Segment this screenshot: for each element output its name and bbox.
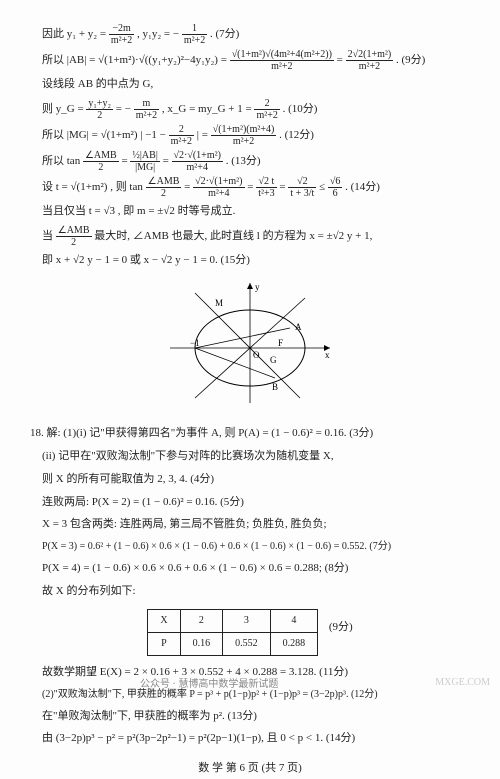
svg-text:F: F: [278, 338, 283, 348]
watermark: MXGE.COM: [435, 674, 490, 692]
svg-text:B: B: [272, 382, 278, 392]
q18-8: 故 X 的分布列如下:: [30, 582, 470, 602]
prob-table: X234 P0.160.5520.288: [147, 609, 318, 656]
svg-text:G: G: [270, 355, 277, 365]
q18-4: 连败两局: P(X = 2) = (1 − 0.6)² = 0.16. (5分): [30, 493, 470, 513]
svg-text:A: A: [295, 322, 302, 332]
q18-3: 则 X 的所有可能取值为 2, 3, 4. (4分): [30, 470, 470, 490]
prob-table-row: X234 P0.160.5520.288 (9分): [30, 605, 470, 660]
line-6: 所以 tan ∠AMB2 = ½|AB||MG| = √2·√(1+m²)m²+…: [30, 150, 470, 173]
line-1: 因此 y₁ + y₂ = −2mm²+2 , y₁y₂ = − 1m²+2 . …: [30, 23, 470, 46]
wechat-label: 公众号 · 慧博高中数学最新试题: [140, 676, 278, 694]
q18-6: P(X = 3) = 0.6² + (1 − 0.6) × 0.6 × (1 −…: [30, 538, 470, 556]
q18-11: 在"单败淘汰制"下, 甲获胜的概率为 p². (13分): [30, 707, 470, 727]
line-10: 即 x + √2 y − 1 = 0 或 x − √2 y − 1 = 0. (…: [30, 251, 470, 271]
svg-text:y: y: [255, 282, 260, 292]
frac-1: −2mm²+2: [109, 23, 134, 46]
svg-text:M: M: [215, 298, 223, 308]
frac-2: 1m²+2: [182, 23, 207, 46]
line-2: 所以 |AB| = √(1+m²)·√((y₁+y₂)²−4y₁y₂) = √(…: [30, 49, 470, 72]
line-9: 当 ∠AMB2 最大时, ∠AMB 也最大, 此时直线 l 的方程为 x = ±…: [30, 225, 470, 248]
svg-text:−1: −1: [190, 338, 200, 348]
q18-2: (ii) 记甲在"双败淘汰制"下参与对阵的比赛场次为随机变量 X,: [30, 447, 470, 467]
frac-4: 2√2(1+m²)m²+2: [346, 49, 394, 72]
q18-7: P(X = 4) = (1 − 0.6) × 0.6 × 0.6 + 0.6 ×…: [30, 559, 470, 579]
line-7: 设 t = √(1+m²) , 则 tan ∠AMB2 = √2·√(1+m²)…: [30, 176, 470, 199]
svg-text:O: O: [253, 350, 260, 360]
ellipse-diagram: −1 M O A B F G x y: [30, 278, 470, 416]
q18-5: X = 3 包含两类: 连胜两局, 第三局不管胜负; 负胜负, 胜负负;: [30, 515, 470, 535]
line-8: 当且仅当 t = √3 , 即 m = ±√2 时等号成立.: [30, 202, 470, 222]
line-4: 则 y_G = y₁+y₂2 = − mm²+2 , x_G = my_G + …: [30, 98, 470, 121]
frac-3: √(1+m²)√(4m²+4(m²+2))m²+2: [230, 49, 334, 72]
q18-1: 18. 解: (1)(i) 记"甲获得第四名"为事件 A, 则 P(A) = (…: [30, 424, 470, 444]
line-5: 所以 |MG| = √(1+m²) | −1 − 2m²+2 | = √(1+m…: [30, 124, 470, 147]
svg-text:x: x: [325, 350, 330, 360]
q18-12: 由 (3−2p)p³ − p² = p²(3p−2p²−1) = p²(2p−1…: [30, 729, 470, 749]
line-3: 设线段 AB 的中点为 G,: [30, 75, 470, 95]
page-footer: 数 学 第 6 页 (共 7 页): [30, 759, 470, 779]
